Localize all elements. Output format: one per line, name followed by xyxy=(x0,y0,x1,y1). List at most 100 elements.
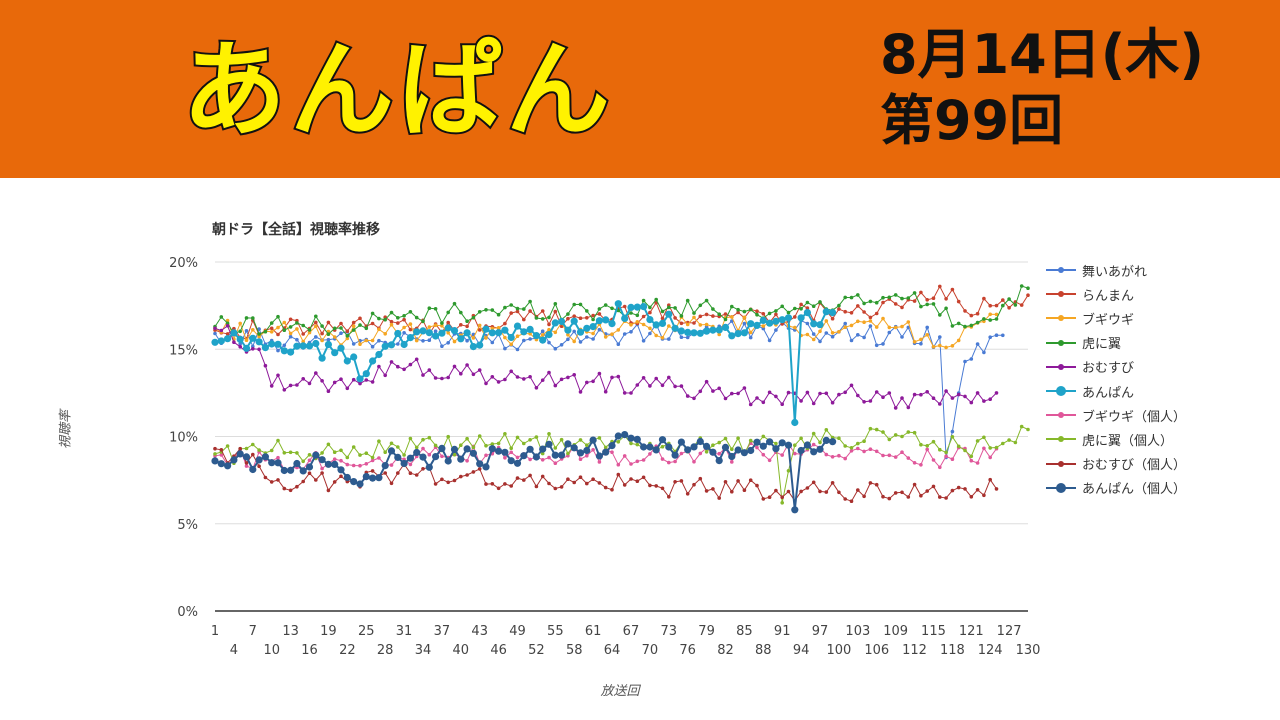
data-point xyxy=(811,401,816,406)
data-point xyxy=(1001,298,1005,302)
data-point xyxy=(269,326,274,331)
x-tick-label: 67 xyxy=(623,624,640,639)
data-point xyxy=(767,311,772,316)
x-tick-label: 79 xyxy=(698,624,715,639)
data-point xyxy=(622,391,627,395)
data-point xyxy=(528,473,532,478)
data-point xyxy=(513,322,522,330)
data-point xyxy=(350,353,358,361)
data-point xyxy=(213,446,217,451)
data-point xyxy=(944,345,948,350)
data-point xyxy=(396,321,400,325)
legend-label: 虎に翼（個人） xyxy=(1082,433,1174,449)
data-point xyxy=(704,298,709,303)
data-point xyxy=(874,449,879,454)
data-point xyxy=(513,459,522,467)
data-point xyxy=(982,493,986,498)
legend-entry: 虎に翼 xyxy=(1046,331,1266,355)
data-point xyxy=(477,328,482,332)
data-point xyxy=(755,312,759,317)
data-point xyxy=(337,466,345,474)
data-point xyxy=(793,325,797,330)
data-point xyxy=(622,483,627,487)
data-point xyxy=(387,447,396,455)
data-point xyxy=(671,324,679,332)
data-point xyxy=(495,447,503,455)
data-point xyxy=(320,471,324,475)
data-point xyxy=(324,340,332,349)
data-point xyxy=(532,332,541,340)
x-tick-label: 106 xyxy=(864,643,889,658)
data-point xyxy=(711,314,715,318)
data-point xyxy=(704,489,709,493)
data-point xyxy=(730,315,734,319)
data-point xyxy=(433,323,438,328)
data-point xyxy=(526,325,534,333)
data-point xyxy=(553,461,558,466)
data-point xyxy=(402,314,406,318)
data-point xyxy=(496,486,501,491)
data-point xyxy=(383,332,388,336)
data-point xyxy=(887,496,892,501)
data-point xyxy=(881,300,885,305)
data-point xyxy=(332,380,337,385)
data-point xyxy=(849,446,854,450)
x-tick-label: 43 xyxy=(471,624,488,639)
data-point xyxy=(830,316,835,321)
data-point xyxy=(677,327,686,335)
data-point xyxy=(414,315,419,320)
data-point xyxy=(578,475,583,480)
data-point xyxy=(396,364,400,369)
data-point xyxy=(704,379,709,384)
data-point xyxy=(837,330,841,334)
data-point xyxy=(988,312,992,317)
data-point xyxy=(427,325,432,329)
data-point xyxy=(641,458,646,462)
data-point xyxy=(496,312,501,317)
legend-label: らんまん xyxy=(1082,288,1135,304)
data-point xyxy=(540,451,545,456)
data-point xyxy=(761,326,766,331)
data-point xyxy=(900,434,904,439)
data-point xyxy=(622,304,627,309)
data-point xyxy=(767,495,772,500)
x-tick-label: 61 xyxy=(585,624,602,639)
data-point xyxy=(570,444,578,452)
data-point xyxy=(433,307,438,311)
data-point xyxy=(633,435,641,443)
data-point xyxy=(805,300,810,305)
data-point xyxy=(602,448,610,456)
data-point xyxy=(463,329,471,337)
data-point xyxy=(406,454,414,462)
data-point xyxy=(446,331,451,335)
data-point xyxy=(778,316,786,324)
data-point xyxy=(320,331,324,336)
data-point xyxy=(818,489,822,494)
data-point xyxy=(465,363,469,367)
data-point xyxy=(616,328,621,332)
data-point xyxy=(490,326,495,331)
data-point xyxy=(558,317,566,326)
data-point xyxy=(740,449,749,457)
data-point xyxy=(476,460,484,468)
data-point xyxy=(786,390,791,395)
data-point xyxy=(919,337,923,342)
data-point xyxy=(595,317,604,325)
data-point xyxy=(597,327,602,332)
data-point xyxy=(723,396,728,401)
data-point xyxy=(276,478,280,482)
data-point xyxy=(1026,293,1030,298)
data-point xyxy=(704,450,709,454)
legend-label: ブギウギ xyxy=(1082,312,1135,328)
data-point xyxy=(495,329,503,337)
data-point xyxy=(251,347,255,351)
data-point xyxy=(282,486,287,491)
data-point xyxy=(778,439,786,447)
data-point xyxy=(975,461,980,465)
data-point xyxy=(950,429,955,434)
data-point xyxy=(274,459,282,467)
data-point xyxy=(919,290,923,295)
data-point xyxy=(295,327,299,331)
legend-entry: ブギウギ（個人） xyxy=(1046,403,1266,427)
data-point xyxy=(528,375,532,379)
